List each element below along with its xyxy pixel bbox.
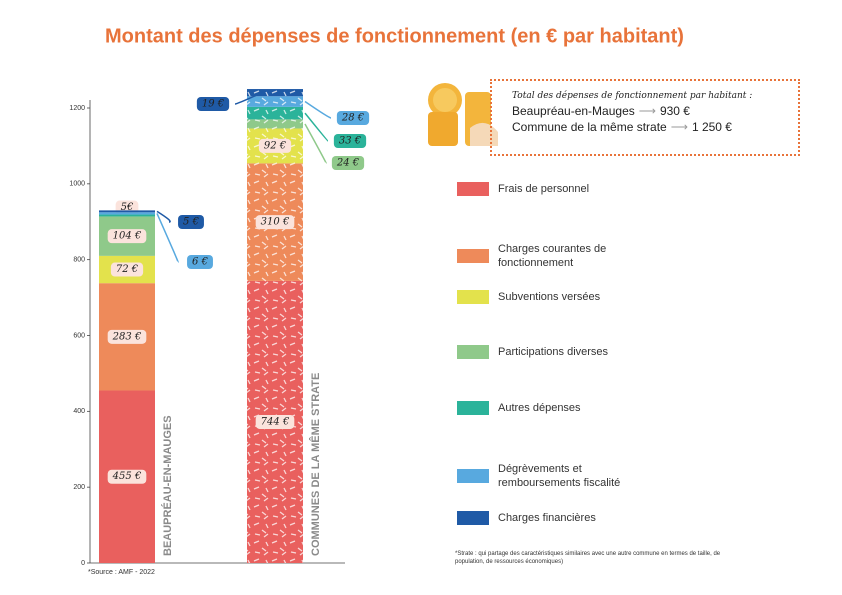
y-tick-label: 1200 <box>69 105 85 112</box>
value-label: 24 € <box>336 158 360 169</box>
callout-arrow <box>304 100 332 119</box>
y-tick-label: 200 <box>73 484 85 491</box>
y-tick-label: 0 <box>81 560 85 567</box>
legend-swatch <box>457 249 489 263</box>
label-box <box>107 469 147 484</box>
value-label: 5 € <box>183 217 200 228</box>
category-label: BEAUPRÉAU-EN-MAUGES <box>161 415 174 556</box>
legend-item: Subventions versées <box>457 290 658 304</box>
source: *Source : AMF - 2022 <box>88 569 155 576</box>
legend-swatch <box>457 511 489 525</box>
legend-item: Dégrèvements et remboursements fiscalité <box>457 462 658 490</box>
value-label: 283 € <box>112 331 142 342</box>
label-box <box>196 97 230 111</box>
footnote: *Strate : qui partage des caractéristiqu… <box>455 551 721 565</box>
legend-label: Participations diverses <box>498 346 609 358</box>
coins-icon <box>428 83 498 146</box>
label-box <box>331 156 365 170</box>
totals-box: Total des dépenses de fonctionnement par… <box>490 79 800 156</box>
totals-row: Commune de la même strate ⟶ 1 250 € <box>512 120 732 134</box>
totals-heading: Total des dépenses de fonctionnement par… <box>512 91 753 101</box>
y-tick-label: 400 <box>73 408 85 415</box>
value-label: 744 € <box>261 416 290 427</box>
label-box <box>178 215 204 229</box>
legend-swatch <box>457 182 489 196</box>
legend-label: Autres dépenses <box>498 402 581 414</box>
label-box <box>187 255 213 269</box>
label-box <box>255 215 295 230</box>
callout-arrow <box>304 112 329 142</box>
legend-item: Charges financières <box>457 511 658 525</box>
y-tick-label: 800 <box>73 257 85 264</box>
chart-title: Montant des dépenses de fonctionnement (… <box>105 25 684 47</box>
label-box <box>336 111 370 125</box>
callout-arrow <box>234 91 263 105</box>
category-label: COMMUNES DE LA MÊME STRATE <box>309 373 322 556</box>
value-label: 72 € <box>116 264 139 275</box>
value-label: 6 € <box>192 257 209 268</box>
value-label: 19 € <box>202 99 225 110</box>
legend-label: Charges financières <box>498 512 596 524</box>
y-tick-label: 1000 <box>69 181 85 188</box>
value-label: 5€ <box>121 202 134 213</box>
label-box <box>333 134 367 148</box>
legend-item: Participations diverses <box>457 345 658 359</box>
texture <box>247 106 303 120</box>
totals-row: Beaupréau-en-Mauges ⟶ 930 € <box>512 104 690 118</box>
bar-segment <box>99 212 155 215</box>
texture <box>247 119 303 129</box>
value-label: 310 € <box>261 217 290 228</box>
callout-arrow <box>156 210 171 223</box>
bar-segment <box>99 210 155 213</box>
value-label: 33 € <box>339 136 362 147</box>
totals-label: Commune de la même strate <box>512 120 667 134</box>
legend-label: Subventions versées <box>498 291 601 303</box>
y-tick-label: 600 <box>73 332 85 339</box>
bar-segment <box>99 214 155 217</box>
totals-value: 930 € <box>659 104 690 118</box>
legend-swatch <box>457 401 489 415</box>
label-box <box>107 329 147 344</box>
legend-label: Charges courantes de fonctionnement <box>498 243 607 269</box>
legend-item: Autres dépenses <box>457 401 658 415</box>
legend-label: Dégrèvements et remboursements fiscalité <box>498 463 621 489</box>
callout-arrow <box>156 213 179 263</box>
legend-swatch <box>457 469 489 483</box>
label-box <box>255 414 295 429</box>
value-label: 455 € <box>112 471 142 482</box>
legend-swatch <box>457 345 489 359</box>
legend-item: Frais de personnel <box>457 182 658 196</box>
texture <box>247 96 303 107</box>
label-box <box>258 138 292 153</box>
value-label: 104 € <box>113 231 142 242</box>
legend-label: Frais de personnel <box>498 183 590 195</box>
legend-item: Charges courantes de fonctionnement <box>457 242 658 270</box>
label-box <box>110 262 144 277</box>
label-box <box>107 229 147 244</box>
value-label: 92 € <box>264 140 287 151</box>
callout-arrow <box>304 123 327 164</box>
totals-label: Beaupréau-en-Mauges <box>512 104 635 118</box>
texture <box>247 89 303 97</box>
totals-value: 1 250 € <box>691 120 732 134</box>
value-label: 28 € <box>341 113 365 124</box>
legend-swatch <box>457 290 489 304</box>
